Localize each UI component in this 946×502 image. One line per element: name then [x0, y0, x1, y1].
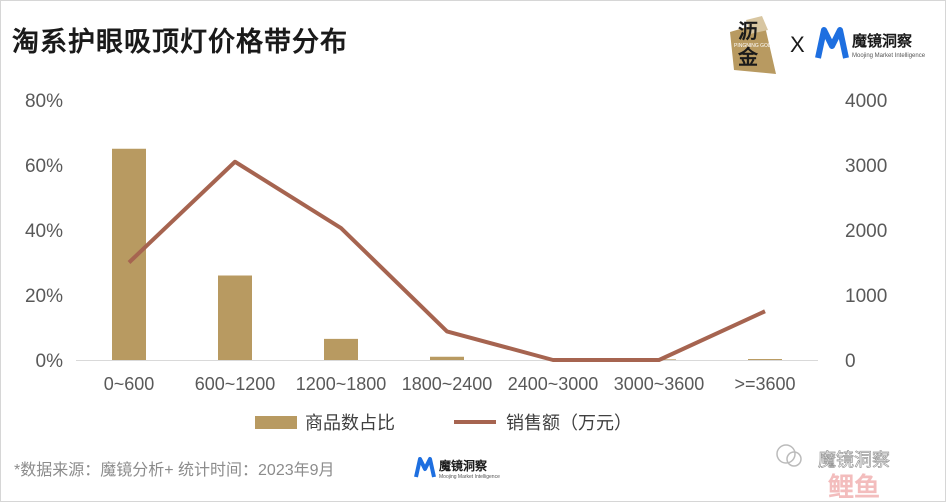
x-tick-label: 600~1200 [195, 374, 276, 394]
legend-line-label: 销售额（万元） [506, 413, 632, 433]
y-left-tick-label: 0% [36, 351, 64, 372]
y-right-tick-label: 3000 [845, 156, 887, 177]
y-left-tick-label: 80% [25, 91, 63, 112]
y-left-tick-label: 20% [25, 286, 63, 307]
moojing-logo-icon [815, 27, 849, 59]
sales-series-line [127, 159, 766, 362]
brand-header: 沥 PINGNING GOLD 金 X 魔镜洞察 Moojing Market … [730, 16, 926, 74]
logo-char-bottom: 金 [737, 45, 759, 69]
y-right-tick-label: 0 [845, 351, 856, 372]
watermark: 魔镜洞察 鲤鱼 [776, 444, 890, 500]
chart-title: 淘系护眼吸顶灯价格带分布 [12, 27, 348, 57]
moojing-footer-icon [414, 457, 436, 478]
y-left-tick-label: 60% [25, 156, 63, 177]
x-tick-label: 1200~1800 [296, 374, 387, 394]
footer-logo-sub: Moojing Market Intelligence [439, 474, 500, 480]
bar-share-2 [324, 338, 358, 360]
bar-share-0 [112, 148, 146, 360]
watermark-stamp: 鲤鱼 [828, 472, 880, 500]
footnote: *数据来源：魔镜分析+ 统计时间：2023年9月 [14, 462, 335, 479]
bar-share-1 [218, 275, 252, 360]
x-tick-label: >=3600 [734, 374, 795, 394]
brand-separator: X [790, 32, 805, 57]
moojing-sub: Moojing Market Intelligence [852, 53, 926, 59]
y-right-tick-label: 4000 [845, 91, 887, 112]
footer-logo-name: 魔镜洞察 [439, 458, 488, 473]
x-tick-label: 0~600 [104, 374, 155, 394]
y-left-tick-label: 40% [25, 221, 63, 242]
y-right-tick-label: 1000 [845, 286, 887, 307]
x-tick-label: 3000~3600 [614, 374, 705, 394]
pingning-gold-logo: 沥 PINGNING GOLD 金 [730, 16, 776, 74]
x-tick-label: 1800~2400 [402, 374, 493, 394]
legend-bar-swatch [255, 416, 297, 429]
logo-small-text: PINGNING GOLD [734, 43, 775, 49]
legend: 商品数占比 销售额（万元） [255, 413, 632, 433]
bar-share-6 [748, 359, 782, 360]
y-right-tick-label: 2000 [845, 221, 887, 242]
footer-logo: 魔镜洞察 Moojing Market Intelligence [414, 457, 500, 480]
wechat-icon [776, 444, 802, 467]
legend-bar-label: 商品数占比 [305, 413, 395, 433]
logo-char-top: 沥 [738, 20, 758, 43]
watermark-account: 魔镜洞察 [818, 450, 890, 470]
moojing-name: 魔镜洞察 [852, 32, 913, 50]
x-tick-label: 2400~3000 [508, 374, 599, 394]
bar-share-3 [430, 356, 464, 360]
